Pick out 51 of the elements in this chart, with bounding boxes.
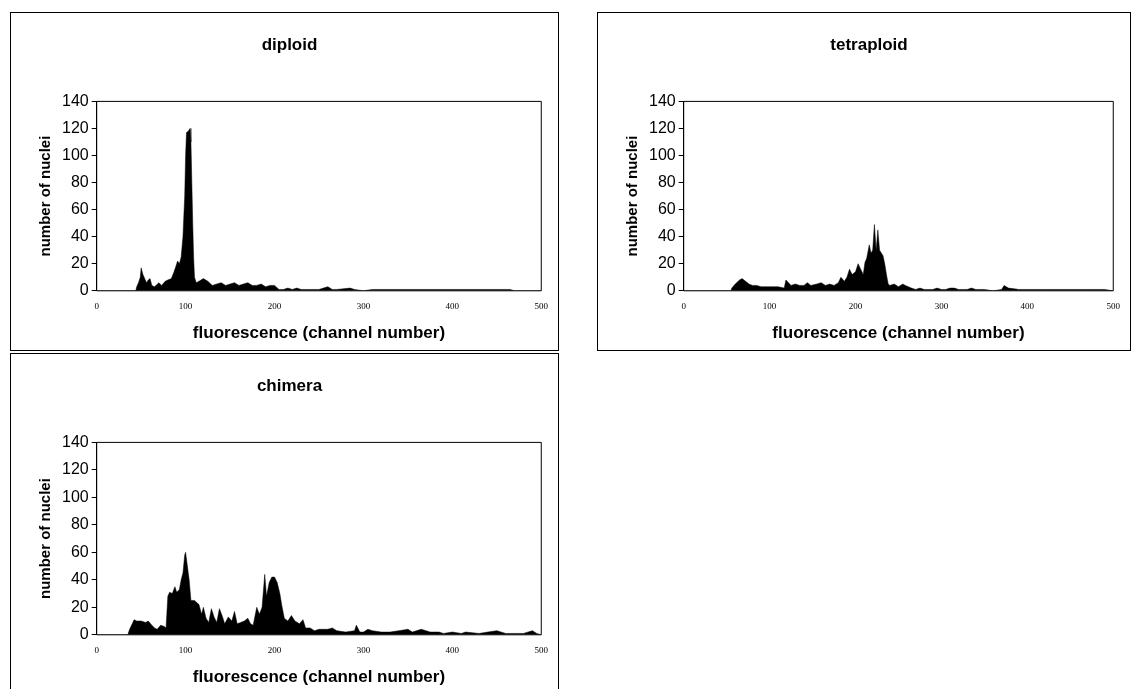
x-tick-label: 400 (445, 300, 460, 311)
y-tick-label: 80 (657, 172, 676, 190)
y-tick-label: 120 (61, 460, 89, 478)
y-tick-label: 20 (657, 254, 676, 272)
y-axis-title: number of nuclei (36, 135, 54, 257)
y-tick-label: 80 (70, 172, 89, 190)
x-tick-label: 0 (94, 300, 100, 311)
x-tick-label: 200 (848, 300, 863, 311)
y-tick-label: 0 (79, 625, 89, 643)
x-tick-label: 0 (681, 300, 687, 311)
y-tick-label: 40 (70, 570, 89, 588)
y-tick-label: 60 (70, 542, 89, 560)
x-tick-label: 200 (267, 300, 282, 311)
y-tick-label: 140 (61, 432, 89, 450)
x-tick-label: 100 (762, 300, 777, 311)
x-tick-label: 100 (178, 644, 193, 655)
x-tick-label: 500 (1106, 300, 1121, 311)
y-tick-label: 0 (79, 281, 89, 299)
x-tick-label: 300 (934, 300, 949, 311)
x-axis-title: fluorescence (channel number) (192, 667, 446, 687)
y-tick-label: 60 (657, 200, 676, 218)
y-tick-label: 100 (61, 487, 89, 505)
y-axis-title: number of nuclei (623, 135, 641, 257)
x-tick-label: 200 (267, 644, 282, 655)
y-tick-label: 100 (648, 145, 676, 163)
x-tick-label: 0 (94, 644, 100, 655)
chart-title: diploid (261, 34, 318, 54)
x-axis-title: fluorescence (channel number) (192, 323, 446, 343)
y-tick-label: 140 (648, 91, 676, 109)
x-axis-title: fluorescence (channel number) (772, 323, 1025, 343)
y-tick-label: 60 (70, 200, 89, 218)
y-tick-label: 120 (61, 118, 89, 136)
y-tick-label: 0 (666, 281, 676, 299)
x-tick-label: 300 (356, 300, 371, 311)
y-tick-label: 100 (61, 145, 89, 163)
y-tick-label: 40 (70, 227, 89, 245)
y-tick-label: 140 (61, 91, 89, 109)
y-tick-label: 120 (648, 118, 676, 136)
x-tick-label: 500 (534, 644, 549, 655)
y-tick-label: 20 (70, 254, 89, 272)
chart-title: chimera (256, 375, 323, 395)
x-tick-label: 400 (1020, 300, 1035, 311)
x-tick-label: 300 (356, 644, 371, 655)
x-tick-label: 500 (534, 300, 549, 311)
y-tick-label: 40 (657, 227, 676, 245)
chart-title: tetraploid (830, 34, 908, 54)
x-tick-label: 400 (445, 644, 460, 655)
y-axis-title: number of nuclei (36, 478, 54, 600)
x-tick-label: 100 (178, 300, 193, 311)
y-tick-label: 80 (70, 515, 89, 533)
y-tick-label: 20 (70, 597, 89, 615)
